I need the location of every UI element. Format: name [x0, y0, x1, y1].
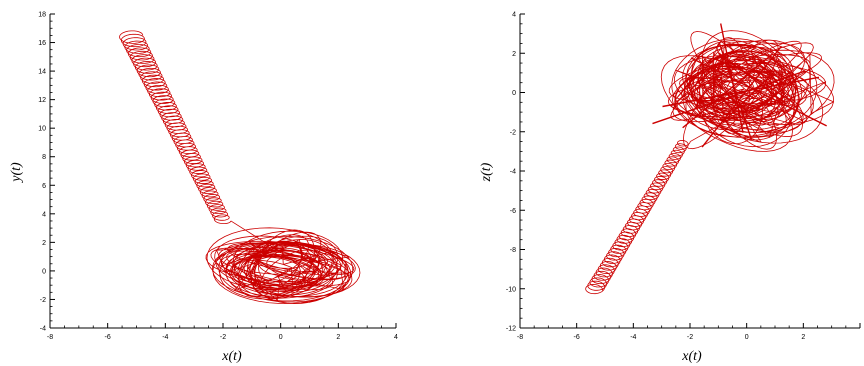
plot-area [585, 23, 835, 295]
x-tick-label: -4 [630, 334, 636, 341]
y-tick-label: -10 [506, 286, 516, 293]
trajectory-path-segment [119, 30, 232, 225]
y-tick-label: 16 [38, 40, 46, 47]
y-tick-label: 10 [38, 126, 46, 133]
trajectory-path-segment [585, 140, 691, 295]
trajectory-streak [722, 72, 774, 124]
y-tick-label: -2 [510, 129, 516, 136]
x-tick-label: 0 [745, 334, 749, 341]
y-tick-label: 2 [42, 240, 46, 247]
x-axis: -8 -6 -4 -2 0 2 [517, 323, 861, 341]
x-axis-title: x(t) [221, 349, 242, 364]
x-tick-label: 0 [279, 334, 283, 341]
y-tick-label: 4 [42, 211, 46, 218]
y-tick-label: 0 [42, 268, 46, 275]
x-tick-label: -6 [574, 334, 580, 341]
trajectory-streak [690, 57, 827, 127]
trajectory-cluster [205, 227, 361, 305]
y-tick-label: 4 [512, 12, 516, 19]
trajectory-streak [662, 76, 820, 108]
y-tick-label: 6 [42, 183, 46, 190]
y-tick-label: 0 [512, 90, 516, 97]
x-axis: -8 -6 -4 -2 0 2 4 [47, 323, 398, 341]
y-axis: -12 -10 -8 -6 -4 -2 0 2 4 [506, 12, 525, 333]
y-tick-label: 8 [42, 154, 46, 161]
trajectory-connector [230, 220, 316, 275]
x-tick-label: -4 [162, 334, 168, 341]
y-axis-title: z(t) [479, 162, 494, 182]
trajectory-cluster [660, 30, 835, 152]
x-tick-label: -2 [220, 334, 226, 341]
chart-xy: -8 -6 -4 -2 0 2 4 -4 -2 0 2 4 6 8 10 12 14 16 18 x(t) y(t… [9, 12, 398, 365]
y-tick-label: -2 [40, 297, 46, 304]
trajectory-streak [701, 45, 782, 148]
chart-xz: -8 -6 -4 -2 0 2 -12 -10 -8 -6 -4 -2 0 2 4 x(t) z(t) [479, 12, 861, 364]
y-tick-label: -4 [40, 326, 46, 333]
y-tick-label: 12 [38, 97, 46, 104]
y-tick-label: -8 [510, 247, 516, 254]
trajectory-streak [718, 52, 787, 105]
x-axis-title: x(t) [681, 349, 702, 364]
trajectory-streak [682, 53, 774, 129]
x-tick-label: 2 [336, 334, 340, 341]
x-tick-label: -6 [105, 334, 111, 341]
y-tick-label: -6 [510, 208, 516, 215]
x-tick-label: -8 [517, 334, 523, 341]
trajectory-streak [718, 42, 753, 140]
trajectory-streak [652, 70, 806, 125]
x-tick-label: 4 [394, 334, 398, 341]
y-axis-title: y(t) [9, 162, 24, 184]
y-tick-label: 14 [38, 69, 46, 76]
y-axis: -4 -2 0 2 4 6 8 10 12 14 16 18 [38, 12, 55, 333]
y-tick-label: -12 [506, 326, 516, 333]
trajectory-connector [690, 100, 763, 142]
x-tick-label: -2 [687, 334, 693, 341]
x-tick-label: -8 [47, 334, 53, 341]
y-tick-label: -4 [510, 169, 516, 176]
y-tick-label: 2 [512, 51, 516, 58]
plot-area [119, 30, 361, 305]
y-tick-label: 18 [38, 12, 46, 19]
x-tick-label: 2 [801, 334, 805, 341]
